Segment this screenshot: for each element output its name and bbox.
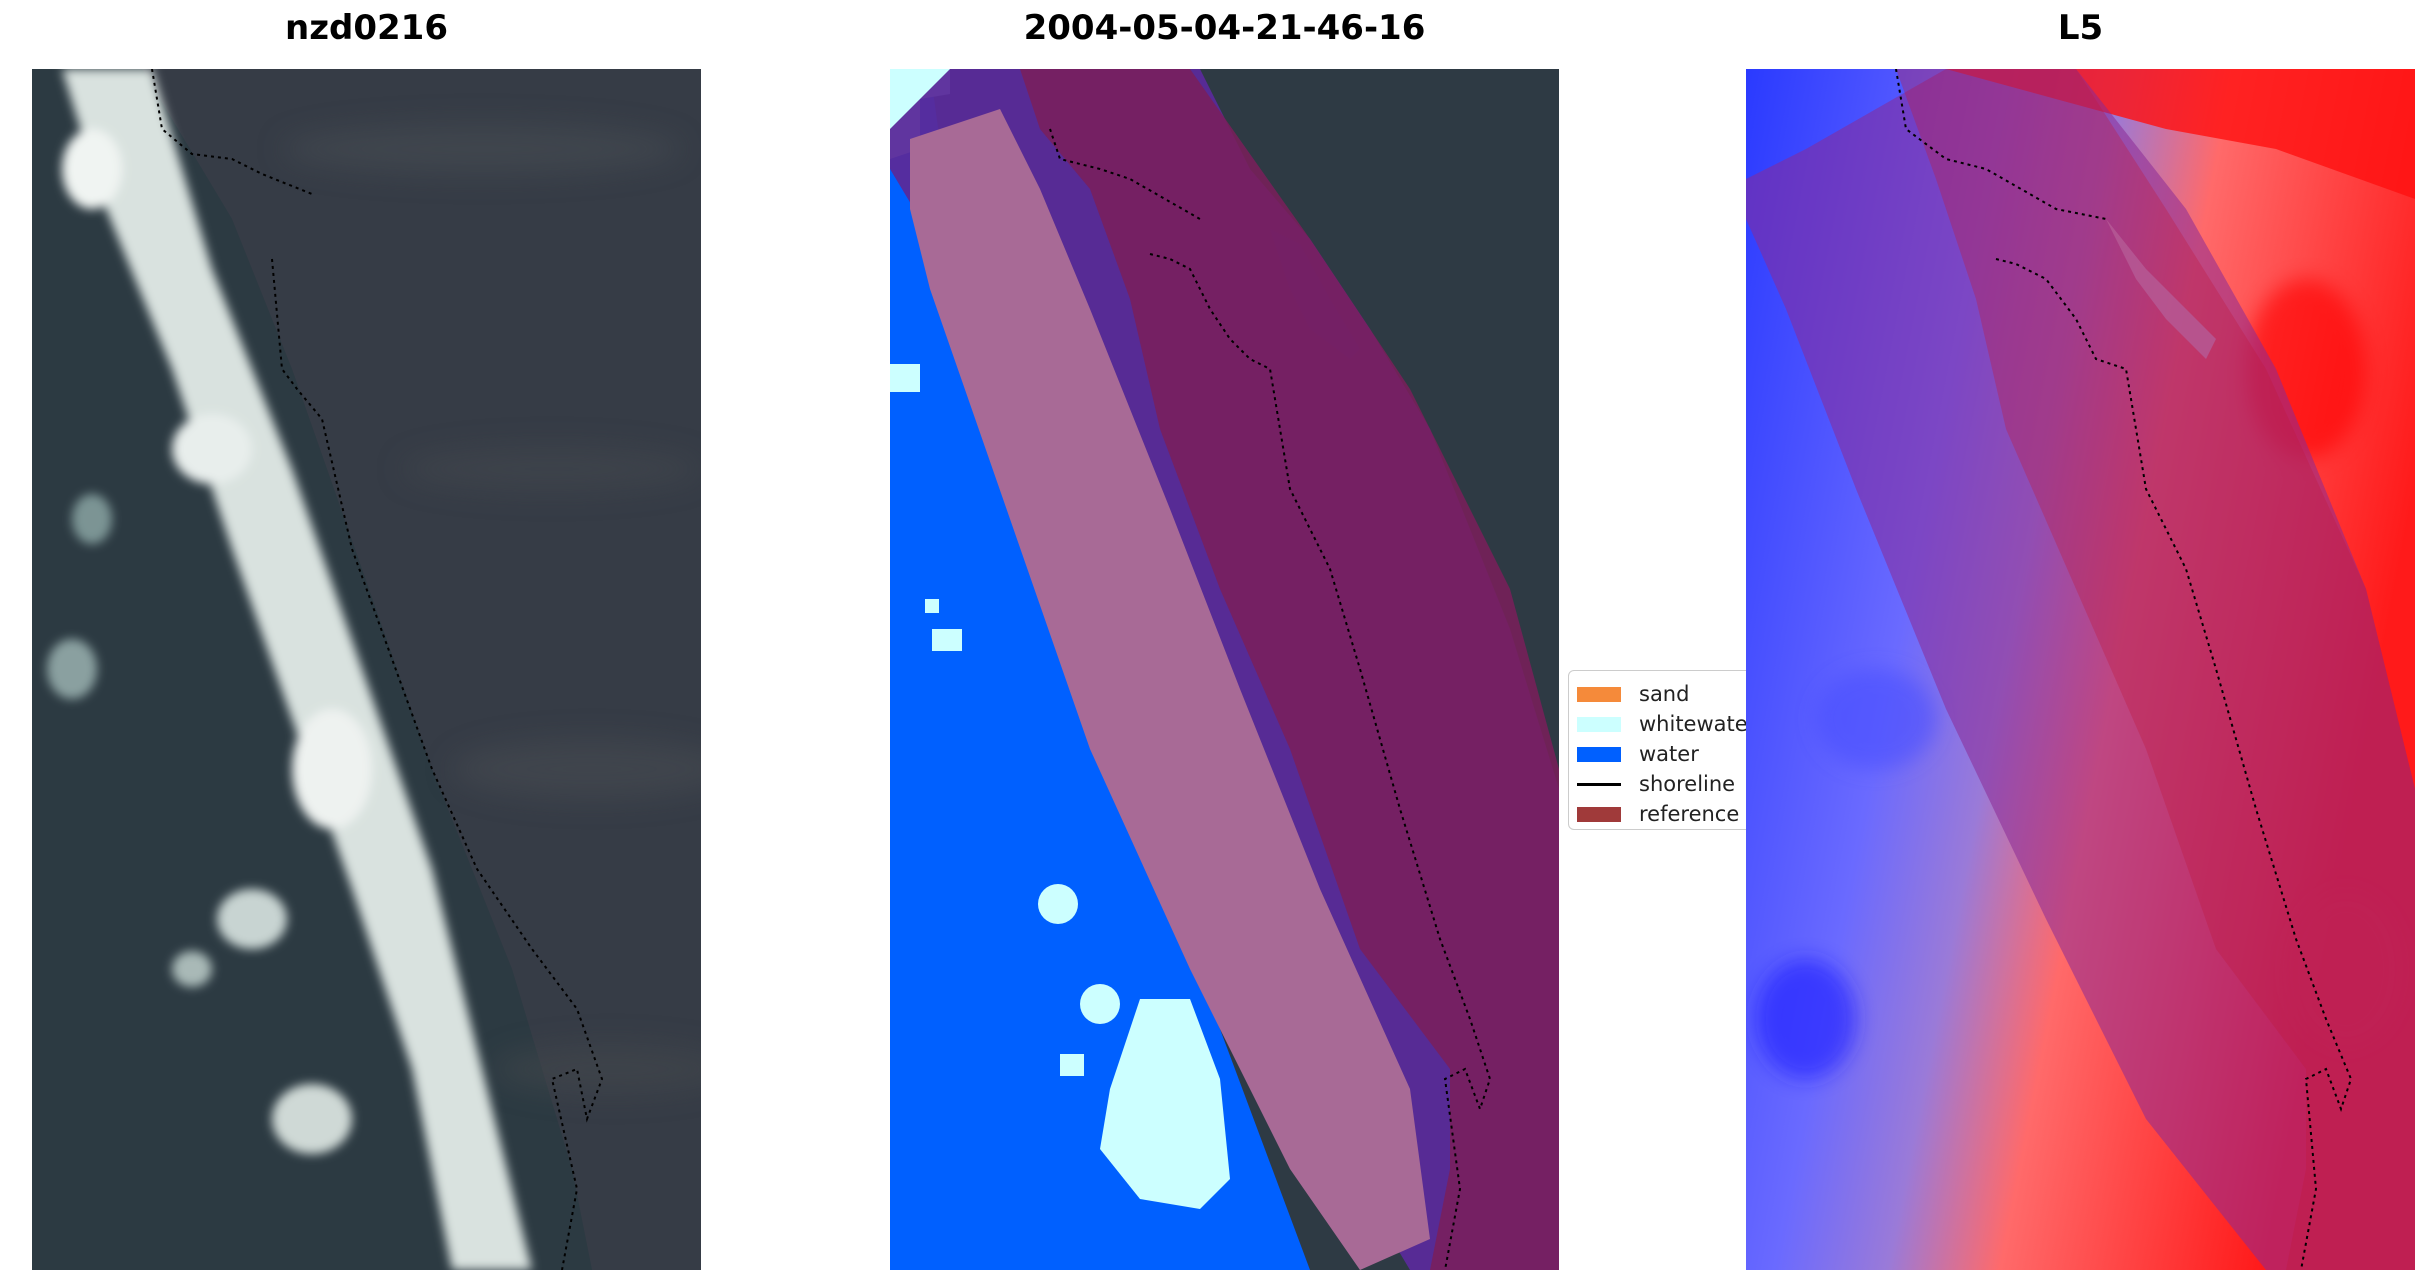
index-image bbox=[1746, 69, 2415, 1270]
legend-label: shoreline bbox=[1639, 772, 1736, 796]
legend-item-reference-buffer: reference shoreline buffer bbox=[1569, 799, 1767, 829]
classified-image-panel bbox=[890, 69, 1559, 1270]
reference-buffer-swatch bbox=[1577, 806, 1621, 822]
sand-swatch bbox=[1577, 686, 1621, 702]
classified-image bbox=[890, 69, 1559, 1270]
whitewater-swatch bbox=[1577, 716, 1621, 732]
legend-label: water bbox=[1639, 742, 1699, 766]
index-image-panel bbox=[1746, 69, 2415, 1270]
panel-title-classified: 2004-05-04-21-46-16 bbox=[1023, 8, 1426, 48]
water-swatch bbox=[1577, 746, 1621, 762]
rgb-image-panel bbox=[32, 69, 701, 1270]
legend-item-shoreline: shoreline bbox=[1569, 769, 1767, 799]
rgb-satellite-image bbox=[32, 69, 701, 1270]
panel-title-rgb: nzd0216 bbox=[285, 8, 448, 48]
legend-item-sand: sand bbox=[1569, 679, 1767, 709]
panel-title-index: L5 bbox=[2057, 8, 2104, 48]
legend-item-water: water bbox=[1569, 739, 1767, 769]
legend: sand whitewater water shoreline referenc… bbox=[1568, 670, 1768, 830]
shoreline-line-swatch bbox=[1577, 782, 1621, 786]
legend-label: whitewater bbox=[1639, 712, 1757, 736]
legend-label: sand bbox=[1639, 682, 1690, 706]
legend-item-whitewater: whitewater bbox=[1569, 709, 1767, 739]
legend-label: reference shoreline buffer bbox=[1639, 802, 1767, 826]
